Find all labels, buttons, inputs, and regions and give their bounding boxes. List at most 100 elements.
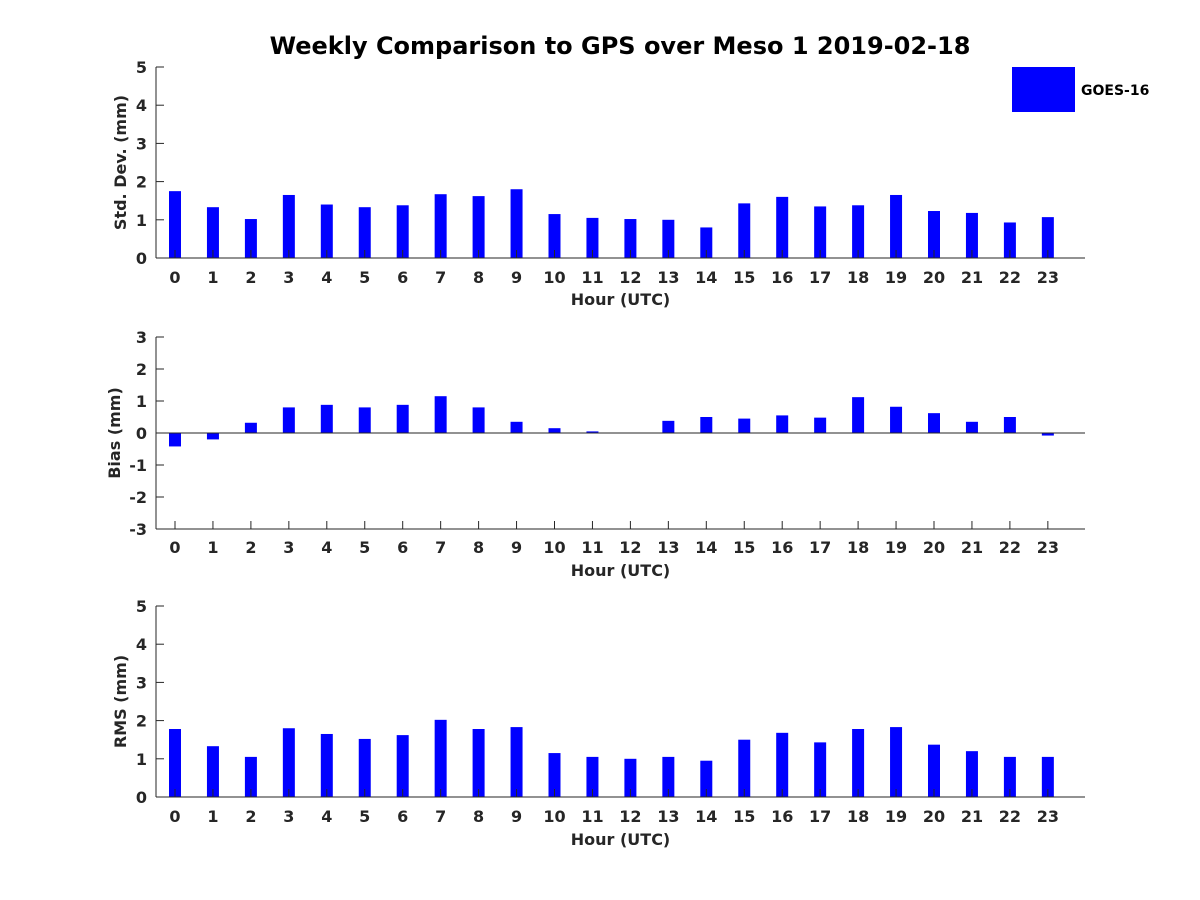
bar-hour-1 xyxy=(206,746,219,797)
x-tick-label: 7 xyxy=(435,807,446,826)
x-tick-label: 1 xyxy=(207,807,218,826)
bar-hour-0 xyxy=(169,433,181,447)
y-tick-label: 1 xyxy=(136,211,147,230)
x-tick-label: 22 xyxy=(999,538,1021,557)
x-tick-label: 19 xyxy=(885,807,907,826)
bar-hour-2 xyxy=(244,219,257,258)
x-tick-label: 15 xyxy=(733,538,755,557)
x-tick-label: 10 xyxy=(543,268,565,287)
bar-hour-17 xyxy=(814,417,827,433)
bar-hour-13 xyxy=(662,219,675,258)
bar-hour-2 xyxy=(244,422,257,433)
bar-hour-8 xyxy=(472,729,485,797)
y-tick-label: 3 xyxy=(136,673,147,692)
y-tick-label: 2 xyxy=(136,712,147,731)
x-tick-label: 6 xyxy=(397,538,408,557)
bar-hour-9 xyxy=(510,189,523,258)
bar-hour-16 xyxy=(776,196,789,258)
bar-hour-3 xyxy=(282,194,295,258)
bar-hour-9 xyxy=(510,727,523,797)
bar-hour-20 xyxy=(928,413,940,433)
bar-hour-15 xyxy=(738,418,751,433)
x-tick-label: 4 xyxy=(321,807,332,826)
x-tick-label: 1 xyxy=(207,538,218,557)
bar-hour-23 xyxy=(1041,217,1054,258)
x-tick-label: 8 xyxy=(473,268,484,287)
x-tick-label: 3 xyxy=(283,268,294,287)
y-tick-label: 3 xyxy=(136,134,147,153)
x-tick-label: 15 xyxy=(733,807,755,826)
bar-hour-20 xyxy=(928,211,940,258)
x-tick-label: 0 xyxy=(169,268,180,287)
x-tick-label: 20 xyxy=(923,538,945,557)
bar-hour-21 xyxy=(965,212,978,258)
x-tick-label: 2 xyxy=(245,807,256,826)
bar-hour-5 xyxy=(358,407,371,433)
bar-hour-7 xyxy=(434,194,447,258)
x-tick-label: 22 xyxy=(999,268,1021,287)
x-tick-label: 12 xyxy=(619,807,641,826)
bar-hour-15 xyxy=(738,203,751,258)
bar-hour-7 xyxy=(434,396,447,433)
bar-hour-19 xyxy=(890,727,903,797)
bar-hour-19 xyxy=(890,406,903,433)
bar-hour-21 xyxy=(965,421,978,433)
bar-hour-12 xyxy=(624,219,637,258)
bar-hour-19 xyxy=(890,194,903,258)
x-tick-label: 21 xyxy=(961,538,983,557)
bar-hour-9 xyxy=(510,421,523,433)
x-tick-label: 18 xyxy=(847,807,869,826)
x-tick-label: 15 xyxy=(733,268,755,287)
x-tick-label: 8 xyxy=(473,807,484,826)
x-tick-label: 9 xyxy=(511,268,522,287)
y-tick-label: 5 xyxy=(136,597,147,616)
y-axis-label: RMS (mm) xyxy=(111,655,130,748)
bar-hour-21 xyxy=(965,751,978,797)
x-tick-label: 16 xyxy=(771,807,793,826)
x-tick-label: 5 xyxy=(359,268,370,287)
x-tick-label: 3 xyxy=(283,538,294,557)
x-tick-label: 0 xyxy=(169,807,180,826)
y-tick-label: 0 xyxy=(136,424,147,443)
bar-hour-14 xyxy=(700,417,713,433)
x-tick-label: 11 xyxy=(581,538,603,557)
x-tick-label: 18 xyxy=(847,538,869,557)
y-tick-label: 1 xyxy=(136,750,147,769)
y-tick-label: -1 xyxy=(129,456,147,475)
x-tick-label: 9 xyxy=(511,807,522,826)
x-axis-label: Hour (UTC) xyxy=(571,290,671,309)
bar-hour-1 xyxy=(206,207,219,258)
x-tick-label: 14 xyxy=(695,268,717,287)
bar-hour-5 xyxy=(358,738,371,797)
bar-hour-17 xyxy=(814,206,827,258)
bar-hour-3 xyxy=(282,728,295,797)
bar-hour-23 xyxy=(1041,756,1054,797)
x-tick-label: 14 xyxy=(695,538,717,557)
x-tick-label: 7 xyxy=(435,268,446,287)
x-tick-label: 16 xyxy=(771,538,793,557)
x-axis-label: Hour (UTC) xyxy=(571,561,671,580)
bar-hour-6 xyxy=(396,205,409,258)
bar-hour-22 xyxy=(1003,417,1016,433)
y-tick-label: 3 xyxy=(136,328,147,347)
bar-hour-22 xyxy=(1003,756,1016,797)
legend-swatch xyxy=(1012,67,1075,112)
bar-hour-14 xyxy=(700,760,713,797)
bar-hour-20 xyxy=(928,744,940,797)
x-tick-label: 2 xyxy=(245,538,256,557)
x-tick-label: 21 xyxy=(961,807,983,826)
x-tick-label: 8 xyxy=(473,538,484,557)
bar-hour-18 xyxy=(852,397,865,433)
bar-hour-4 xyxy=(320,733,333,797)
x-tick-label: 23 xyxy=(1037,268,1059,287)
x-tick-label: 7 xyxy=(435,538,446,557)
y-tick-label: 4 xyxy=(136,96,147,115)
x-tick-label: 4 xyxy=(321,268,332,287)
x-tick-label: 19 xyxy=(885,538,907,557)
bar-hour-10 xyxy=(548,753,561,797)
bar-hour-13 xyxy=(662,420,675,433)
